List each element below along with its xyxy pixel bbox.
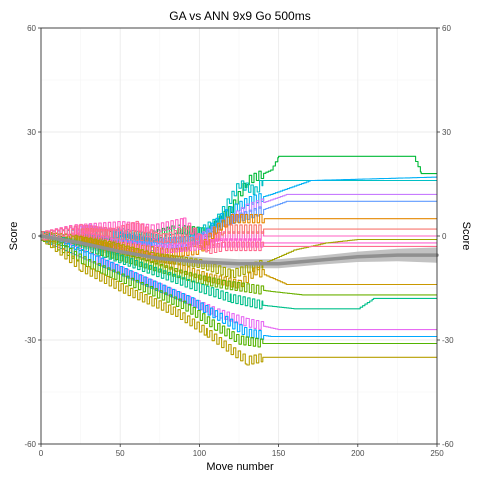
y-tick-label: 0 (32, 232, 37, 241)
x-tick-label: 250 (430, 449, 444, 458)
x-tick-label: 150 (272, 449, 286, 458)
series-line (41, 231, 437, 296)
y-tick-label-right: -30 (442, 336, 454, 345)
y-tick-label-right: 0 (442, 232, 447, 241)
x-tick-label: 0 (39, 449, 44, 458)
y-axis-title: Score (8, 222, 20, 251)
y-tick-label: 30 (27, 128, 36, 137)
chart-title: GA vs ANN 9x9 Go 500ms (169, 9, 310, 23)
smooth-line (39, 234, 439, 266)
y-tick-label-right: 60 (442, 24, 451, 33)
y-axis-title-right: Score (460, 222, 472, 251)
y-tick-label: -60 (24, 440, 36, 449)
series-line (41, 231, 437, 289)
series-line (41, 232, 437, 340)
series-line (41, 227, 437, 255)
y-tick-label-right: -60 (442, 440, 454, 449)
series-line (41, 233, 437, 366)
x-axis-title: Move number (206, 461, 274, 473)
y-tick-label-right: 30 (442, 128, 451, 137)
series-line (41, 231, 437, 348)
series-layer (41, 155, 437, 366)
x-tick-label: 50 (116, 449, 125, 458)
axes: 0 50 100 150 200 250 60 60 30 30 0 0 -30 -30 -60 -60 (24, 24, 454, 458)
series-line (41, 231, 437, 310)
series-line (41, 220, 437, 255)
smooth-line-layer (39, 234, 439, 266)
x-tick-label: 100 (193, 449, 207, 458)
x-tick-label: 200 (351, 449, 365, 458)
y-tick-label: -30 (24, 336, 36, 345)
y-tick-label: 60 (27, 24, 36, 33)
